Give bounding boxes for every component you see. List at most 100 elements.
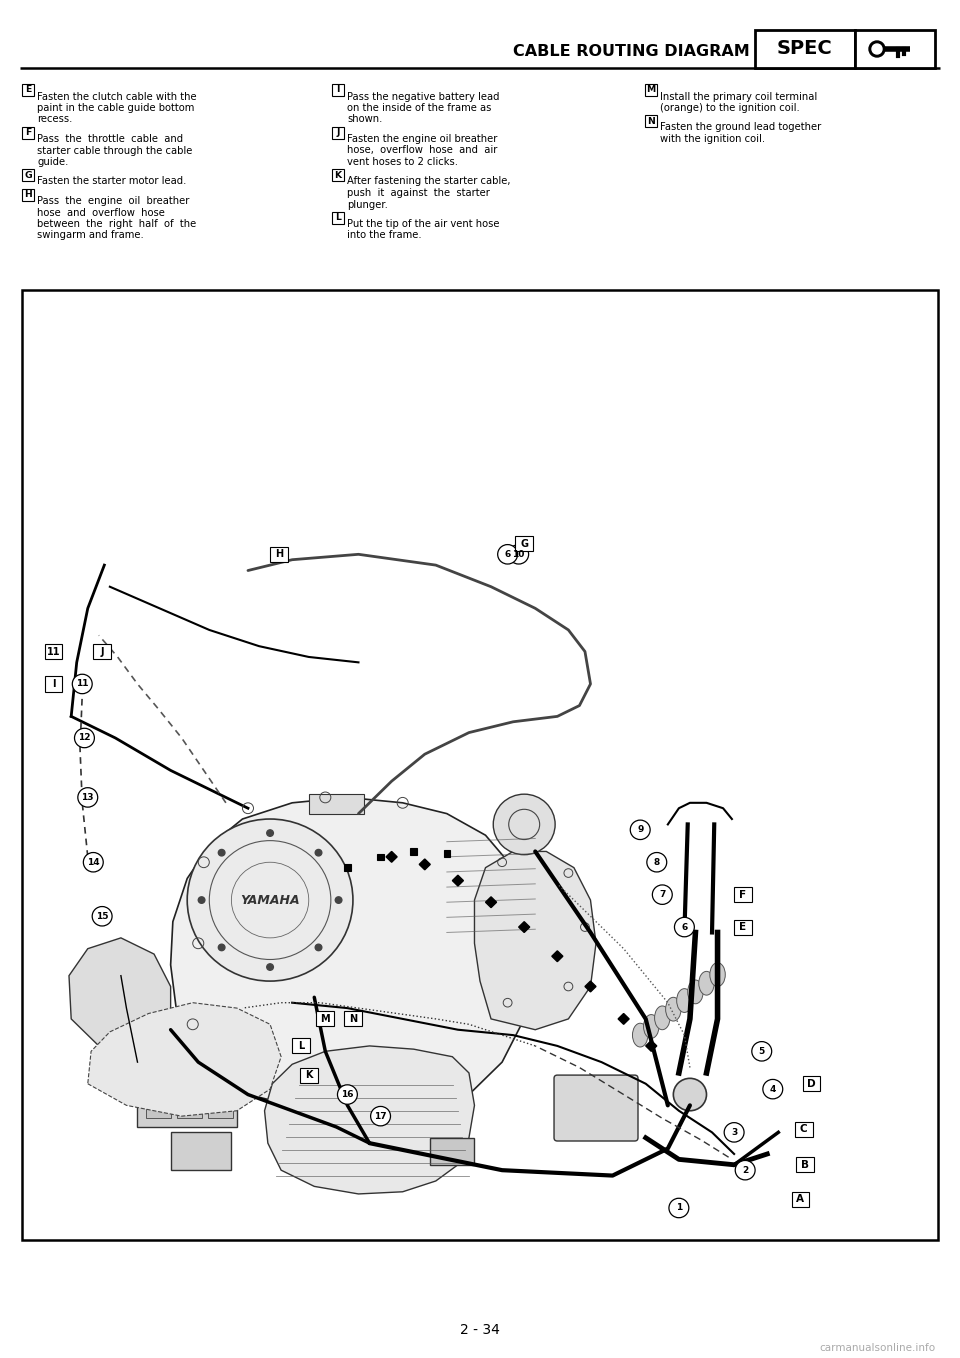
Text: E: E bbox=[25, 86, 31, 95]
Polygon shape bbox=[171, 797, 536, 1116]
Text: into the frame.: into the frame. bbox=[347, 231, 421, 240]
Text: 7: 7 bbox=[660, 889, 665, 899]
Bar bbox=[796, 1157, 814, 1172]
Polygon shape bbox=[452, 875, 464, 885]
Polygon shape bbox=[87, 1002, 281, 1116]
Text: A: A bbox=[797, 1194, 804, 1205]
Circle shape bbox=[315, 850, 322, 856]
Text: 3: 3 bbox=[731, 1128, 737, 1137]
Circle shape bbox=[673, 1078, 707, 1111]
Circle shape bbox=[653, 885, 672, 904]
Text: L: L bbox=[335, 213, 341, 221]
Ellipse shape bbox=[699, 971, 714, 995]
Bar bbox=[344, 865, 350, 870]
Circle shape bbox=[869, 41, 885, 57]
Bar bbox=[270, 547, 288, 562]
Ellipse shape bbox=[655, 1006, 670, 1029]
Bar bbox=[734, 919, 752, 934]
Text: on the inside of the frame as: on the inside of the frame as bbox=[347, 103, 492, 113]
Bar bbox=[317, 1012, 334, 1027]
Bar bbox=[645, 115, 657, 128]
Text: Fasten the ground lead together: Fasten the ground lead together bbox=[660, 122, 821, 133]
Text: 4: 4 bbox=[770, 1085, 776, 1093]
Text: G: G bbox=[24, 171, 32, 179]
Bar bbox=[377, 854, 384, 860]
Text: Fasten the starter motor lead.: Fasten the starter motor lead. bbox=[37, 177, 186, 186]
Ellipse shape bbox=[643, 1014, 659, 1039]
Bar bbox=[332, 212, 344, 224]
Text: N: N bbox=[348, 1014, 357, 1024]
Bar bbox=[855, 30, 935, 68]
Text: H: H bbox=[275, 549, 283, 559]
Text: recess.: recess. bbox=[37, 114, 72, 125]
Text: H: H bbox=[24, 190, 32, 200]
Circle shape bbox=[675, 918, 694, 937]
Polygon shape bbox=[420, 860, 430, 870]
Text: YAMAHA: YAMAHA bbox=[240, 894, 300, 907]
Bar bbox=[93, 644, 111, 659]
Circle shape bbox=[75, 728, 94, 748]
Text: 14: 14 bbox=[87, 858, 100, 866]
Polygon shape bbox=[486, 896, 496, 907]
Text: G: G bbox=[520, 539, 528, 549]
Bar bbox=[45, 676, 62, 691]
Bar bbox=[22, 168, 34, 181]
Circle shape bbox=[371, 1107, 391, 1126]
Polygon shape bbox=[618, 1013, 629, 1024]
Bar bbox=[137, 1062, 237, 1127]
Bar bbox=[300, 1067, 318, 1082]
Text: After fastening the starter cable,: After fastening the starter cable, bbox=[347, 177, 511, 186]
Text: I: I bbox=[52, 679, 56, 689]
Ellipse shape bbox=[665, 997, 681, 1021]
Circle shape bbox=[509, 545, 529, 564]
Text: 6: 6 bbox=[505, 550, 511, 558]
Bar bbox=[755, 30, 855, 68]
Text: push  it  against  the  starter: push it against the starter bbox=[347, 187, 490, 198]
Text: guide.: guide. bbox=[37, 158, 68, 167]
Text: J: J bbox=[336, 128, 340, 137]
Text: 12: 12 bbox=[78, 733, 90, 743]
Circle shape bbox=[78, 788, 98, 807]
Bar bbox=[292, 1039, 310, 1054]
Ellipse shape bbox=[633, 1023, 648, 1047]
Bar bbox=[410, 849, 417, 854]
Bar bbox=[734, 887, 752, 902]
Polygon shape bbox=[474, 851, 596, 1029]
Text: Install the primary coil terminal: Install the primary coil terminal bbox=[660, 91, 817, 102]
Ellipse shape bbox=[709, 963, 726, 986]
Text: plunger.: plunger. bbox=[347, 200, 388, 209]
Text: carmanualsonline.info: carmanualsonline.info bbox=[819, 1343, 935, 1353]
Bar bbox=[22, 126, 34, 139]
Circle shape bbox=[187, 819, 353, 980]
Circle shape bbox=[199, 896, 204, 903]
Text: M: M bbox=[321, 1014, 330, 1024]
Text: Pass  the  throttle  cable  and: Pass the throttle cable and bbox=[37, 134, 183, 144]
Text: shown.: shown. bbox=[347, 114, 382, 125]
Bar bbox=[332, 126, 344, 139]
Circle shape bbox=[267, 830, 274, 837]
Text: with the ignition coil.: with the ignition coil. bbox=[660, 134, 765, 144]
Circle shape bbox=[84, 853, 104, 872]
Text: B: B bbox=[801, 1160, 809, 1169]
Text: CABLE ROUTING DIAGRAM: CABLE ROUTING DIAGRAM bbox=[514, 45, 750, 60]
Text: 11: 11 bbox=[47, 646, 60, 656]
Circle shape bbox=[267, 964, 274, 970]
Text: 11: 11 bbox=[76, 679, 88, 689]
Text: 16: 16 bbox=[341, 1090, 353, 1099]
Polygon shape bbox=[69, 938, 171, 1057]
Circle shape bbox=[669, 1198, 689, 1218]
Text: swingarm and frame.: swingarm and frame. bbox=[37, 231, 144, 240]
Circle shape bbox=[335, 896, 342, 903]
Text: F: F bbox=[739, 889, 747, 899]
Polygon shape bbox=[386, 851, 397, 862]
Text: Fasten the engine oil breather: Fasten the engine oil breather bbox=[347, 134, 497, 144]
Bar bbox=[146, 1070, 171, 1118]
Circle shape bbox=[72, 674, 92, 694]
Circle shape bbox=[763, 1080, 782, 1099]
FancyBboxPatch shape bbox=[554, 1076, 638, 1141]
Text: 2 - 34: 2 - 34 bbox=[460, 1323, 500, 1338]
Circle shape bbox=[872, 43, 882, 54]
Polygon shape bbox=[518, 922, 530, 933]
Text: C: C bbox=[800, 1124, 807, 1134]
Text: F: F bbox=[25, 128, 31, 137]
